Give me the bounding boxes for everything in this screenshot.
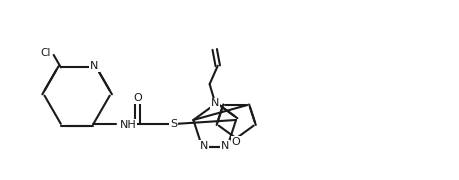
Text: N: N: [90, 61, 98, 71]
Text: NH: NH: [119, 120, 136, 130]
Text: O: O: [133, 93, 141, 103]
Text: Cl: Cl: [40, 48, 50, 58]
Text: N: N: [210, 98, 218, 109]
Text: S: S: [170, 119, 177, 129]
Text: O: O: [231, 137, 240, 147]
Text: N: N: [221, 141, 229, 151]
Text: N: N: [200, 141, 208, 151]
